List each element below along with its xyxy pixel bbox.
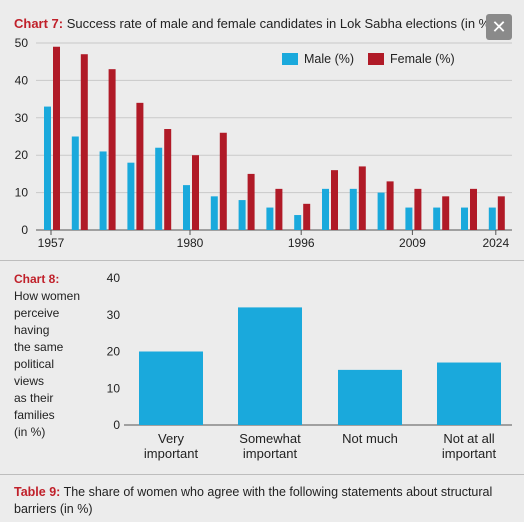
bar-female: [53, 46, 60, 230]
legend-swatch-female: [368, 53, 385, 65]
bar-female: [414, 188, 422, 230]
cat-line: important: [441, 446, 497, 461]
x-tick-label: 1996: [288, 236, 315, 250]
close-button[interactable]: ✕: [486, 14, 512, 40]
chart8-side-label: Chart 8: How women perceive having the s…: [14, 271, 94, 441]
bar-male: [377, 192, 385, 230]
bar-female: [192, 155, 199, 230]
chart8-line: (in %): [14, 425, 46, 439]
table9-tag: Table 9:: [14, 485, 61, 499]
y-tick-label: 30: [107, 308, 121, 322]
cat-line: Very: [157, 431, 184, 446]
bar-male: [322, 188, 329, 230]
x-tick-label: 2024: [482, 236, 509, 250]
bar-category: [338, 369, 402, 425]
chart8-line: political: [14, 357, 55, 371]
close-icon: ✕: [491, 17, 507, 37]
bar-male: [155, 147, 163, 230]
legend-label-male: Male (%): [304, 52, 355, 66]
legend-label-female: Female (%): [390, 52, 455, 66]
bar-female: [497, 196, 505, 230]
cat-line: Not much: [342, 431, 398, 446]
chart7-title-text: Success rate of male and female candidat…: [66, 16, 495, 31]
chart8-line: having: [14, 323, 50, 337]
y-tick-label: 50: [15, 36, 29, 50]
x-tick-label: 2009: [399, 236, 426, 250]
chart8-line: as their: [14, 391, 54, 405]
chart8-category-label: Somewhat important: [225, 431, 315, 461]
divider: [0, 474, 524, 475]
bar-male: [266, 207, 274, 230]
bar-female: [164, 129, 172, 230]
bar-male: [44, 106, 51, 230]
cat-line: important: [143, 446, 199, 461]
y-tick-label: 0: [113, 418, 120, 432]
chart8-category-label: Very important: [126, 431, 216, 461]
bar-female: [136, 102, 144, 230]
bar-female: [219, 132, 227, 230]
chart8-tag: Chart 8:: [14, 272, 60, 286]
x-tick-label: 1957: [38, 236, 65, 250]
bar-female: [247, 173, 255, 230]
chart8-category-label: Not at all important: [424, 431, 514, 461]
bar-category: [238, 307, 302, 425]
bar-female: [108, 69, 116, 231]
y-tick-label: 10: [15, 186, 29, 200]
bar-male: [294, 215, 302, 230]
bar-male: [71, 136, 79, 230]
chart7-title: Chart 7: Success rate of male and female…: [14, 16, 495, 31]
table9-caption: Table 9: The share of women who agree wi…: [14, 484, 514, 518]
chart8-line: How women: [14, 289, 81, 303]
chart7-tag: Chart 7:: [14, 16, 64, 31]
y-tick-label: 10: [107, 381, 121, 395]
bar-male: [405, 207, 413, 230]
bar-female: [303, 203, 311, 230]
bar-male: [349, 188, 357, 230]
bar-male: [183, 185, 190, 230]
legend-swatch-male: [282, 53, 298, 65]
cat-line: Not at all: [443, 431, 495, 446]
bar-female: [331, 170, 338, 230]
bar-male: [238, 200, 246, 230]
bar-female: [80, 54, 88, 230]
bar-male: [99, 151, 107, 230]
y-tick-label: 40: [15, 73, 29, 87]
bar-male: [433, 207, 441, 230]
cat-line: important: [242, 446, 298, 461]
bar-female: [275, 188, 283, 230]
bar-male: [461, 207, 468, 230]
bar-category: [139, 351, 203, 425]
chart8-line: the same: [14, 340, 64, 354]
bar-category: [437, 362, 501, 425]
y-tick-label: 30: [15, 111, 29, 125]
bar-male: [127, 162, 135, 230]
divider: [0, 260, 524, 261]
y-tick-label: 20: [15, 148, 29, 162]
y-tick-label: 0: [21, 223, 28, 237]
chart8-line: views: [14, 374, 45, 388]
y-tick-label: 20: [107, 345, 121, 359]
bar-female: [358, 166, 366, 230]
chart7-legend: Male (%) Female (%): [282, 52, 455, 66]
table9-text: The share of women who agree with the fo…: [14, 485, 493, 516]
x-tick-label: 1980: [177, 236, 204, 250]
chart8-line: perceive: [14, 306, 60, 320]
bar-female: [442, 196, 450, 230]
cat-line: Somewhat: [239, 431, 301, 446]
bar-female: [386, 181, 394, 230]
bar-male: [488, 207, 496, 230]
bar-female: [470, 188, 477, 230]
chart8-category-label: Not much: [325, 431, 415, 446]
y-tick-label: 40: [107, 271, 121, 285]
chart8-line: families: [14, 408, 55, 422]
bar-male: [210, 196, 218, 230]
